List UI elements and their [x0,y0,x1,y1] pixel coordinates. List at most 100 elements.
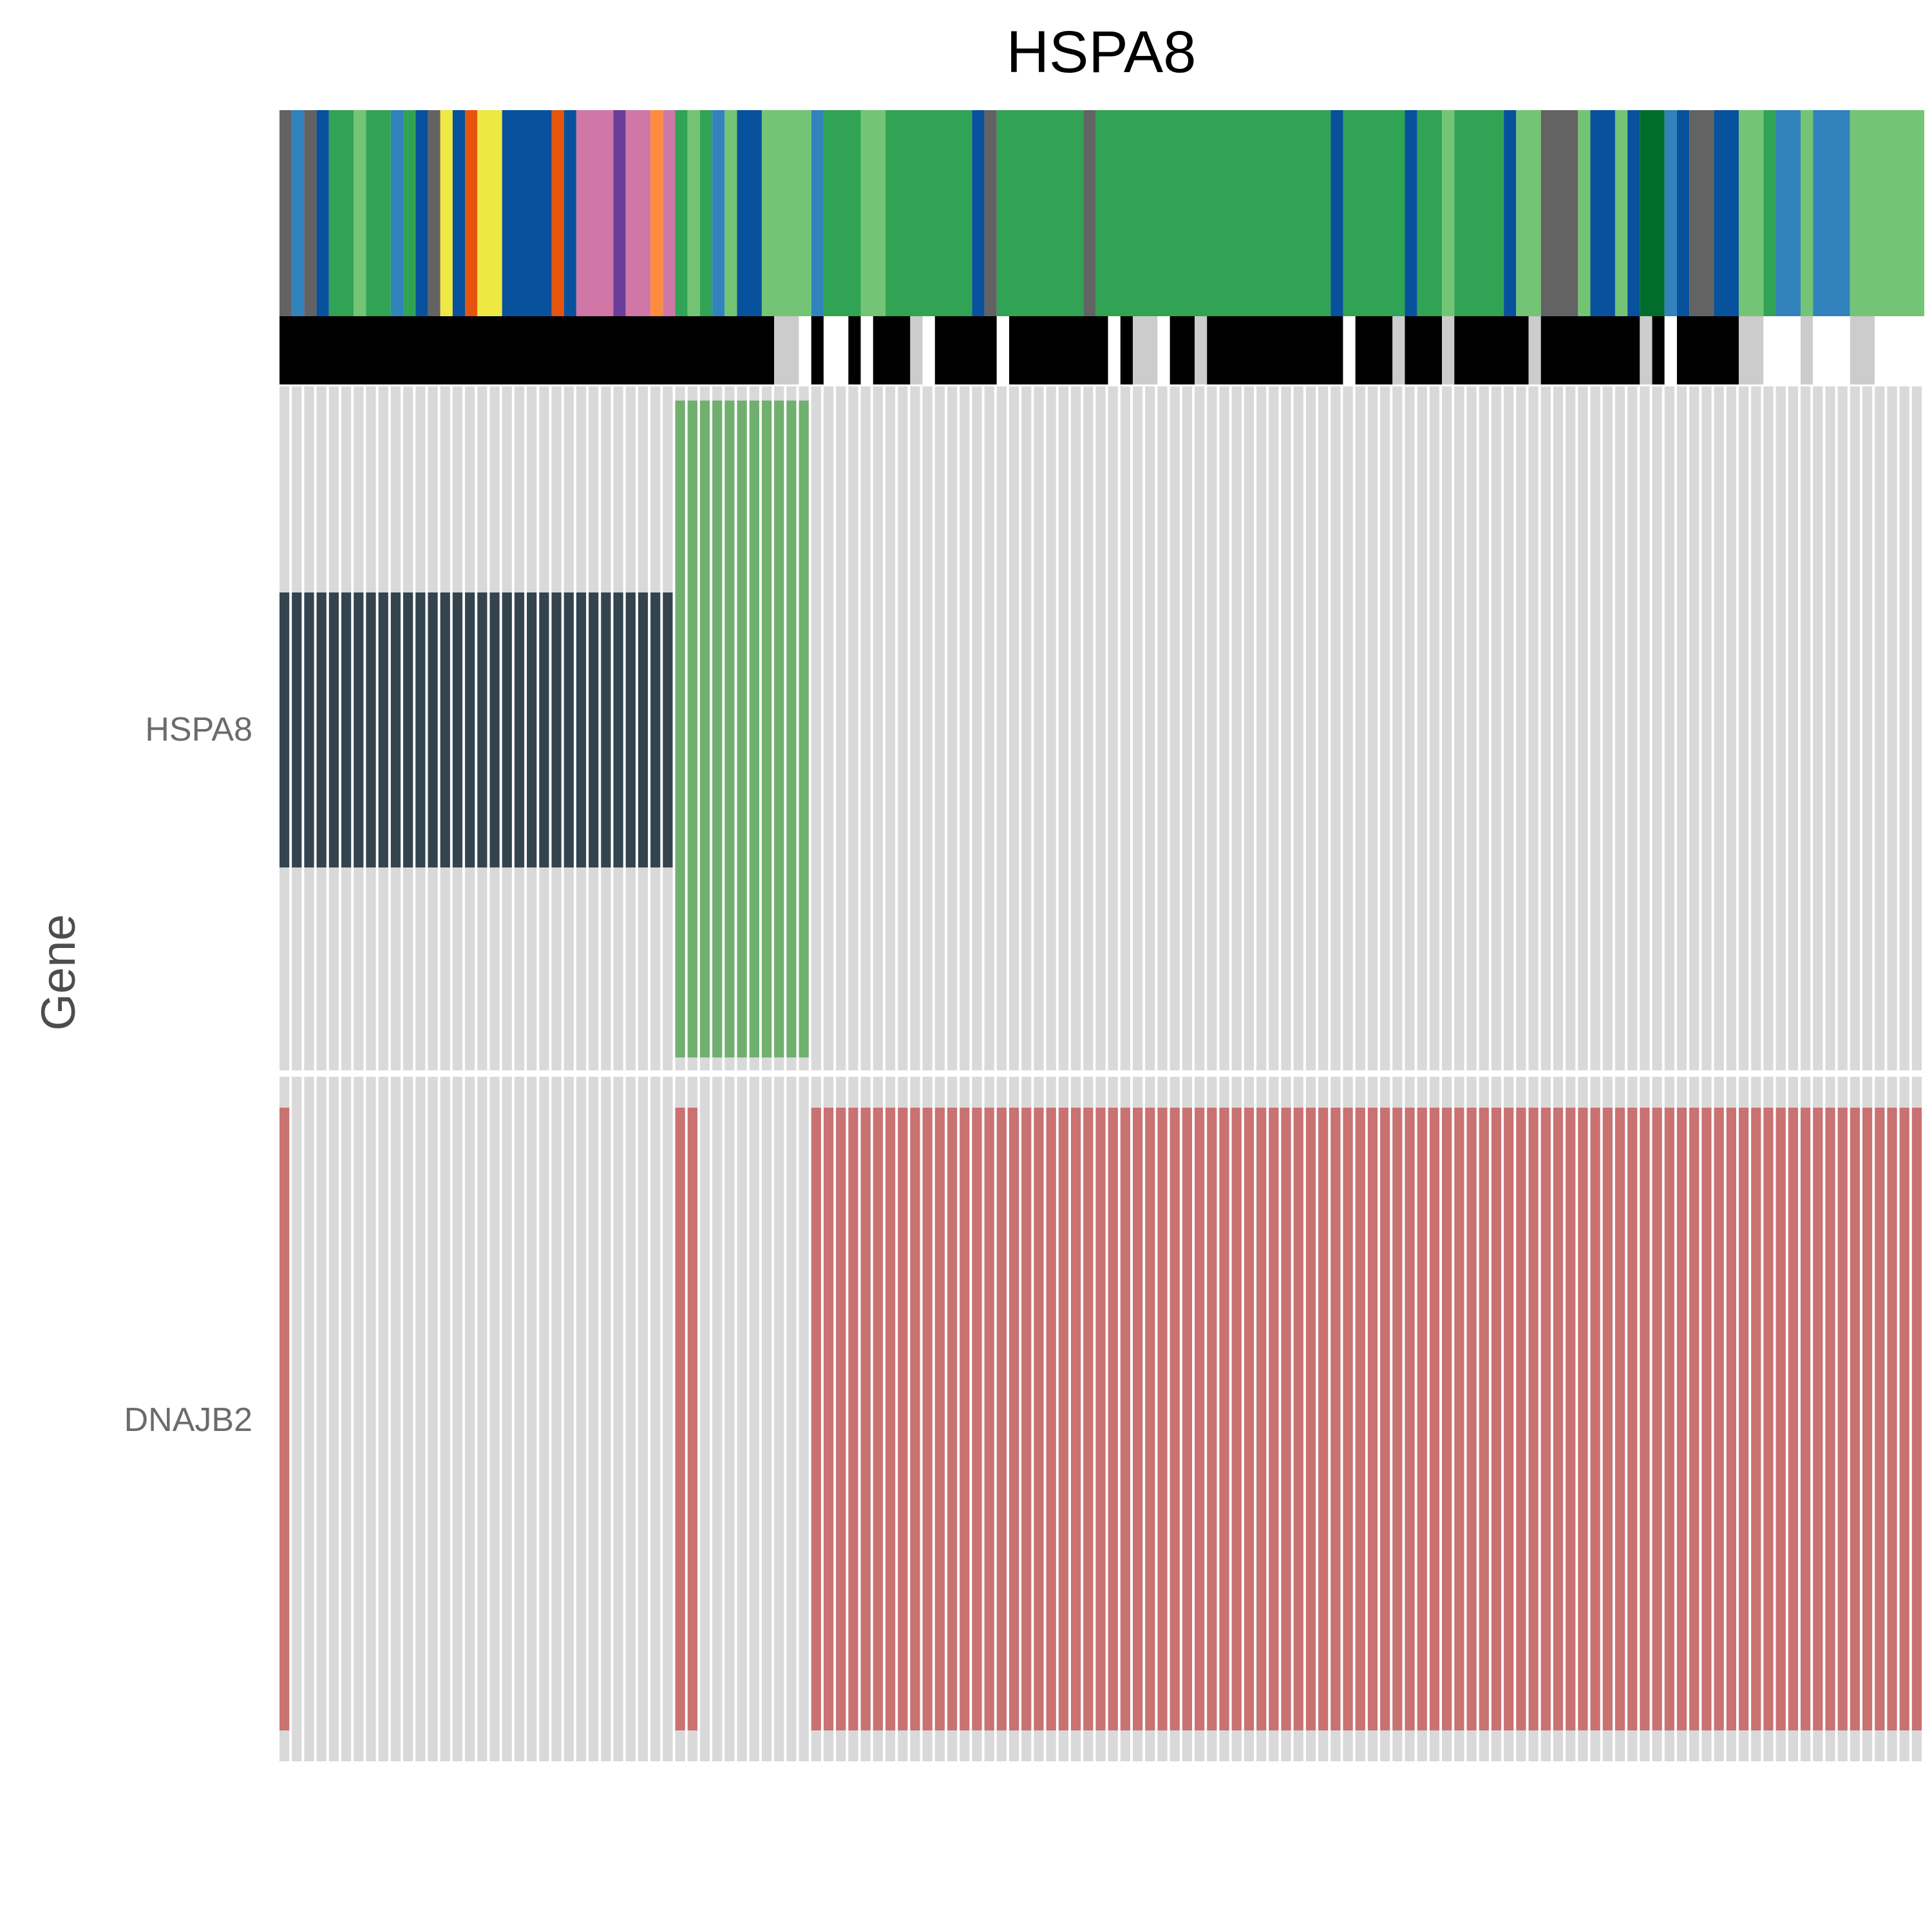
cell-alteration [1219,1108,1229,1730]
cell-alteration [1516,1108,1526,1730]
cell-background [1070,386,1081,1070]
cell-background [1788,386,1798,1070]
cell-alteration [279,1108,290,1730]
cell-background [1751,386,1761,1070]
cell-alteration [477,592,488,867]
cell-alteration [699,401,710,1057]
cell-background [1899,386,1909,1070]
annotation-1-segment [724,110,737,316]
annotation-1-segment [403,110,416,316]
annotation-2-segment [1813,316,1850,384]
cell-alteration [1133,1108,1143,1730]
annotation-1-segment [1776,110,1801,316]
annotation-1-segment [1540,110,1578,316]
annotation-1-segment [564,110,576,316]
cell-background [1911,386,1922,1070]
cell-alteration [1504,1108,1514,1730]
cell-background [972,386,982,1070]
annotation-1-segment [1405,110,1417,316]
cell-alteration [576,592,587,867]
annotation-1-segment [613,110,626,316]
cell-background [712,1077,723,1761]
annotation-1-segment [1714,110,1739,316]
cell-alteration [1120,1108,1130,1730]
annotation-2-segment [873,316,911,384]
cell-alteration [514,592,525,867]
annotation-1-segment [1083,110,1096,316]
cell-background [1479,386,1489,1070]
cell-alteration [1343,1108,1353,1730]
annotation-2-segment [1528,316,1541,384]
annotation-2-segment [1108,316,1121,384]
cell-background [452,1077,463,1761]
cell-background [1331,386,1341,1070]
y-axis-title: Gene [32,914,85,1030]
cell-alteration [1318,1108,1329,1730]
cell-alteration [1034,1108,1044,1730]
annotation-1-segment [1664,110,1677,316]
cell-background [1083,386,1094,1070]
cell-alteration [786,401,797,1057]
cell-background [625,1077,636,1761]
cell-background [1442,386,1452,1070]
cell-alteration [1875,1108,1885,1730]
cell-alteration [465,592,475,867]
annotation-1-segment [1095,110,1331,316]
cell-background [1405,386,1415,1070]
cell-background [1800,386,1811,1070]
cell-alteration [1367,1108,1378,1730]
annotation-2-segment [1800,316,1814,384]
cell-background [724,1077,735,1761]
cell-background [1429,386,1440,1070]
cell-background [1046,386,1056,1070]
cell-alteration [724,401,735,1057]
cell-alteration [761,401,772,1057]
annotation-2-segment [848,316,861,384]
cell-background [650,1077,661,1761]
cell-alteration [1380,1108,1390,1730]
cell-background [1021,386,1032,1070]
annotation-2-segment [1676,316,1739,384]
cell-alteration [1256,1108,1267,1730]
cell-alteration [564,592,574,867]
annotation-2-segment [1738,316,1764,384]
annotation-1-segment [687,110,700,316]
cell-alteration [378,592,388,867]
annotation-2-segment [799,316,811,384]
annotation-2-segment [934,316,997,384]
annotation-1-segment [972,110,985,316]
cell-background [836,386,846,1070]
cell-background [1590,386,1600,1070]
cell-alteration [354,592,364,867]
cell-alteration [1070,1108,1081,1730]
cell-background [774,1077,784,1761]
cell-background [898,386,908,1070]
cell-background [1182,386,1193,1070]
cell-alteration [1751,1108,1761,1730]
cell-background [1553,386,1564,1070]
cell-background [1133,386,1143,1070]
cell-alteration [1021,1108,1032,1730]
cell-alteration [663,592,673,867]
cell-alteration [922,1108,933,1730]
cell-alteration [1108,1108,1118,1730]
cell-background [1305,386,1316,1070]
cell-alteration [1726,1108,1736,1730]
annotation-1-segment [885,110,972,316]
cell-background [1120,386,1130,1070]
cell-background [1281,386,1291,1070]
cell-background [1566,386,1576,1070]
cell-alteration [1231,1108,1242,1730]
cell-background [366,1077,376,1761]
annotation-1-segment [1763,110,1776,316]
cell-background [1664,386,1674,1070]
cell-background [1108,386,1118,1070]
cell-alteration [1553,1108,1564,1730]
cell-alteration [502,592,512,867]
cell-background [341,1077,352,1761]
cell-alteration [1145,1108,1155,1730]
cell-alteration [341,592,352,867]
cell-alteration [1207,1108,1217,1730]
annotation-1-segment [675,110,688,316]
cell-background [910,386,920,1070]
